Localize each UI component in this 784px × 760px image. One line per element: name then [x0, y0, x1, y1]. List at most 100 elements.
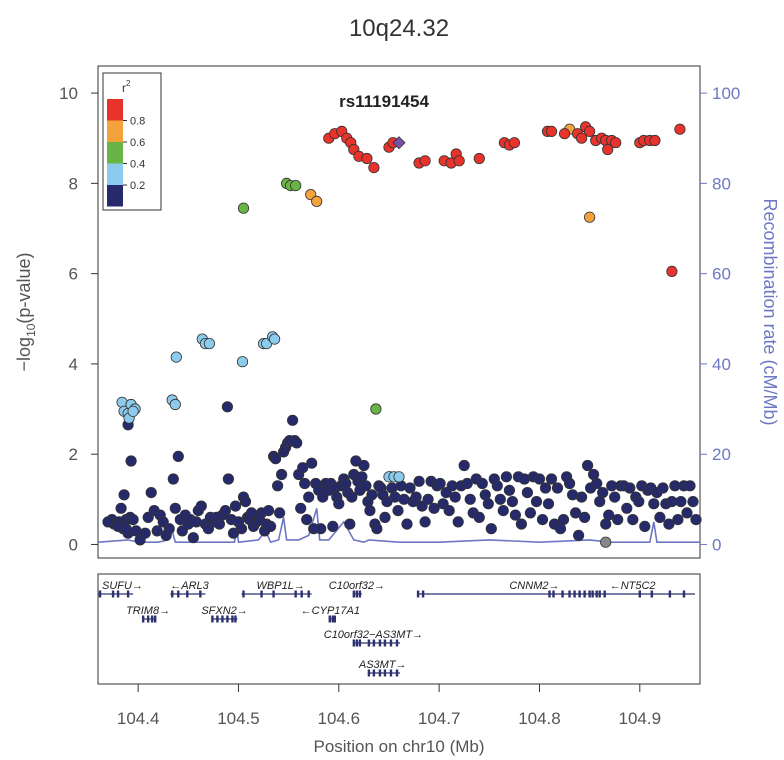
gene-exon [372, 669, 376, 677]
snp-point-navy [603, 509, 615, 521]
snp-point-navy [371, 523, 383, 535]
snp-point-navy [476, 477, 488, 490]
gene-exon [561, 590, 564, 598]
snp-point-navy [364, 504, 376, 517]
snp-point-navy [464, 493, 476, 505]
snp-point-navy [262, 504, 275, 517]
snp-point-navy [503, 484, 515, 496]
gene-exon [638, 590, 641, 598]
x-tick-label: 104.9 [619, 709, 662, 728]
snp-point-navy [286, 414, 299, 426]
snp-point-navy [657, 482, 669, 494]
snp-point-navy [139, 527, 151, 539]
snp-point-grey [600, 536, 612, 548]
snp-point-lightblue [393, 471, 405, 483]
legend-swatch [107, 163, 123, 185]
snp-point-navy [551, 482, 564, 494]
recombination-rate-layer [97, 508, 700, 544]
gene-exon [603, 590, 606, 598]
y-axis-label-left-main: −log [14, 337, 34, 372]
snp-point-navy [221, 401, 233, 413]
snp-point-navy [118, 489, 130, 501]
snp-point-navy [392, 504, 404, 517]
snp-point-navy [195, 500, 207, 512]
snp-point-navy [663, 518, 675, 530]
snp-point-navy [654, 511, 666, 524]
gene-exon [186, 590, 189, 598]
snp-point-lightblue [236, 356, 249, 368]
y-axis-label-left-suffix: (p-value) [14, 253, 34, 324]
snp-point-red [419, 155, 431, 167]
snp-point-navy [327, 520, 339, 533]
snp-point-navy [494, 493, 506, 505]
gene-exon [331, 615, 334, 623]
snp-point-navy [542, 498, 555, 510]
snp-point-navy [401, 518, 413, 530]
snp-point-navy [672, 513, 684, 526]
snp-point-navy [509, 509, 522, 521]
snp-point-navy [145, 486, 157, 499]
snp-point-navy [581, 459, 594, 472]
lead-snp-label: rs11191454 [339, 92, 429, 111]
snp-point-navy [575, 491, 588, 503]
gene-exon [231, 615, 234, 623]
y-right-tick-label: 80 [712, 174, 731, 193]
gene-exon [98, 590, 102, 598]
snp-point-red [674, 123, 686, 135]
gene-label: ←NT5C2 [610, 580, 656, 592]
snp-point-red [583, 125, 596, 137]
gene-label: ←CYP17A1 [301, 605, 360, 617]
snp-point-red [473, 152, 485, 165]
gene-label: TRIM8→ [126, 605, 170, 617]
gene-c10orf32: C10orf32→ [329, 580, 385, 598]
snp-point-navy [434, 477, 446, 490]
y-axis-label-left: −log10(p-value) [14, 253, 38, 372]
snp-point-green [370, 403, 382, 415]
snp-point-green [237, 202, 250, 214]
gene-exon [372, 639, 376, 647]
gene-exon [650, 590, 654, 598]
snp-point-navy [639, 520, 651, 533]
legend-title: r2 [122, 79, 131, 95]
snp-point-navy [687, 495, 699, 508]
snp-point-navy [297, 462, 309, 474]
recombination-rate-line [97, 508, 700, 544]
snp-point-navy [167, 473, 179, 485]
y-left-tick-label: 10 [59, 84, 78, 103]
snp-point-navy [404, 482, 416, 494]
gene-track: SUFU→ ←ARL3 WBP1L→ C10orf32→ CNNM2→ ←NT5C2 TRI… [98, 580, 695, 677]
x-tick-label: 104.4 [117, 709, 160, 728]
y-left-tick-label: 4 [69, 355, 78, 374]
snp-point-lightblue [268, 333, 281, 345]
snp-point-navy [163, 523, 175, 535]
y-right-tick-label: 60 [712, 265, 731, 284]
gene-exon [389, 669, 393, 677]
snp-point-navy [563, 477, 576, 490]
gene-wbp1l: WBP1L→ [241, 580, 312, 598]
gene-exon [234, 615, 237, 623]
gene-exon [395, 639, 399, 647]
snp-point-navy [449, 491, 461, 503]
x-tick-label: 104.8 [518, 709, 561, 728]
gene-exon [588, 590, 591, 598]
snp-point-navy [219, 504, 231, 517]
snp-point-navy [569, 507, 582, 519]
gene-exon [177, 590, 180, 598]
y-axis-label-right: Recombination rate (cM/Mb) [760, 198, 780, 425]
x-axis: 104.4 104.5 104.6 104.7 104.8 104.9 [117, 684, 661, 728]
x-tick-label: 104.5 [217, 709, 260, 728]
snp-point-navy [545, 473, 558, 485]
gene-exon [591, 590, 594, 598]
gene-exon [111, 590, 115, 598]
gene-sfxn2: SFXN2→ [201, 605, 248, 623]
gene-exon [355, 639, 359, 647]
snp-point-navy [120, 523, 132, 535]
snp-point-navy [344, 518, 356, 530]
plot-frame [97, 65, 701, 559]
snp-point-lightblue [170, 351, 182, 363]
gene-exon [355, 590, 359, 598]
gene-exon [421, 590, 425, 598]
snp-points-layer [102, 121, 702, 548]
